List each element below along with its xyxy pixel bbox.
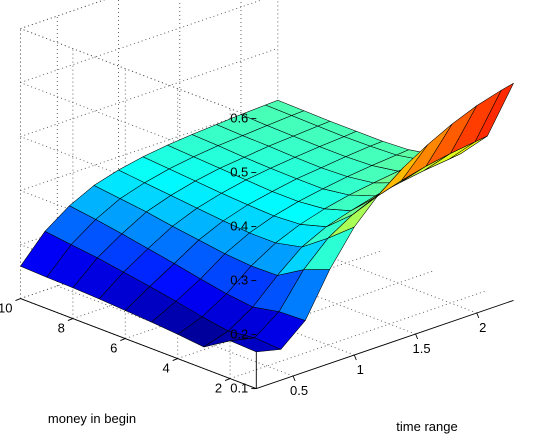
x-tick-mark — [476, 312, 480, 319]
back-wall-gridline — [20, 0, 106, 30]
y-tick-mark — [224, 378, 231, 382]
wall-top-line — [20, 0, 106, 30]
surface-facet — [474, 83, 514, 143]
y-tick-label: 10 — [0, 301, 13, 316]
x-tick-label: 1.5 — [413, 341, 431, 356]
x-tick-label: 0.5 — [290, 383, 308, 398]
x-tick-mark — [353, 354, 357, 361]
z-tick-label: 0.5 — [230, 165, 248, 180]
z-tick-label: 0.2 — [230, 327, 248, 342]
x-tick-label: 2 — [479, 320, 486, 335]
y-tick-mark — [120, 338, 126, 342]
x-tick-mark — [415, 333, 419, 340]
y-axis-line — [20, 298, 257, 390]
z-tick-label: 0.1 — [230, 381, 248, 396]
x-axis-label: time range — [396, 419, 457, 434]
y-tick-label: 8 — [58, 321, 65, 336]
y-tick-label: 4 — [162, 361, 169, 376]
z-tick-label: 0.4 — [230, 219, 248, 234]
z-tick-label: 0.6 — [230, 111, 248, 126]
surface-layer — [20, 83, 514, 353]
y-axis-label: money in begin — [48, 411, 136, 426]
z-tick-label: 0.3 — [230, 273, 248, 288]
y-tick-label: 6 — [110, 341, 117, 356]
tick-layer: 0.5 1 1.5 2 2 4 6 8 10 0.1 0.2 0.3 0.4 0.5 0.6 — [0, 111, 486, 398]
x-tick-label: 1 — [357, 362, 364, 377]
x-axis-line — [256, 299, 514, 390]
y-tick-label: 2 — [215, 381, 222, 396]
back-wall-gridline — [20, 0, 263, 84]
x-tick-mark — [292, 375, 296, 382]
y-tick-mark — [67, 318, 74, 322]
y-tick-mark — [172, 358, 178, 362]
y-tick-mark — [15, 298, 21, 302]
